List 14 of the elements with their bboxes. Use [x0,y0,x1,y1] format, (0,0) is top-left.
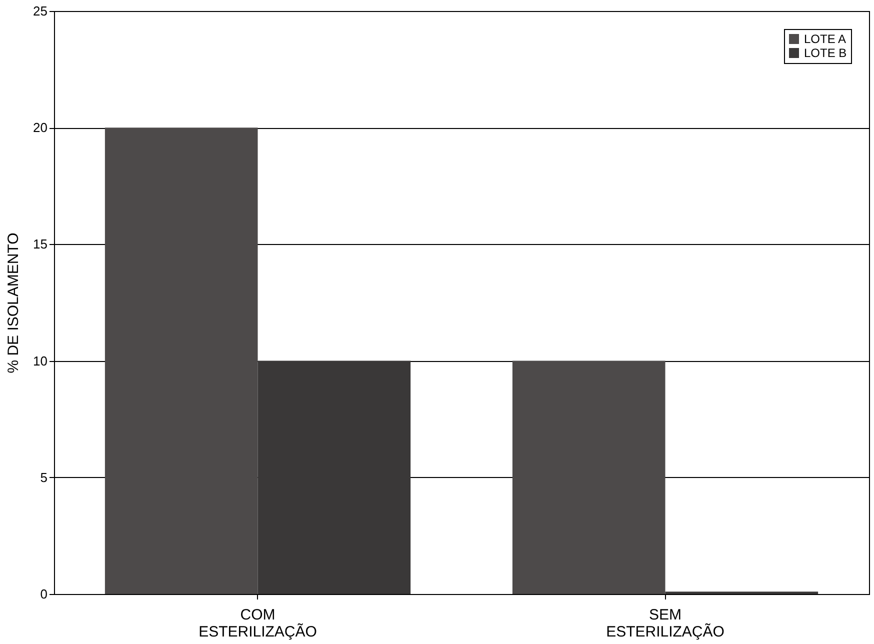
y-tick-label: 15 [33,236,48,252]
legend-label: LOTE A [804,32,846,46]
y-tick-label: 10 [33,353,48,368]
bar [104,128,258,594]
y-tick-label: 20 [33,120,48,136]
y-tick-label: 5 [40,470,48,485]
x-tick-label: SEM ESTERILIZAÇÃO [606,606,724,640]
y-tick-label: 0 [40,586,48,602]
legend-label: LOTE B [804,46,847,60]
y-tick-label: 25 [33,4,48,18]
bar [258,360,411,594]
y-axis-title: % DE ISOLAMENTO [5,232,22,374]
bar [512,360,666,594]
x-tick-label: COM ESTERILIZAÇÃO [198,606,317,640]
